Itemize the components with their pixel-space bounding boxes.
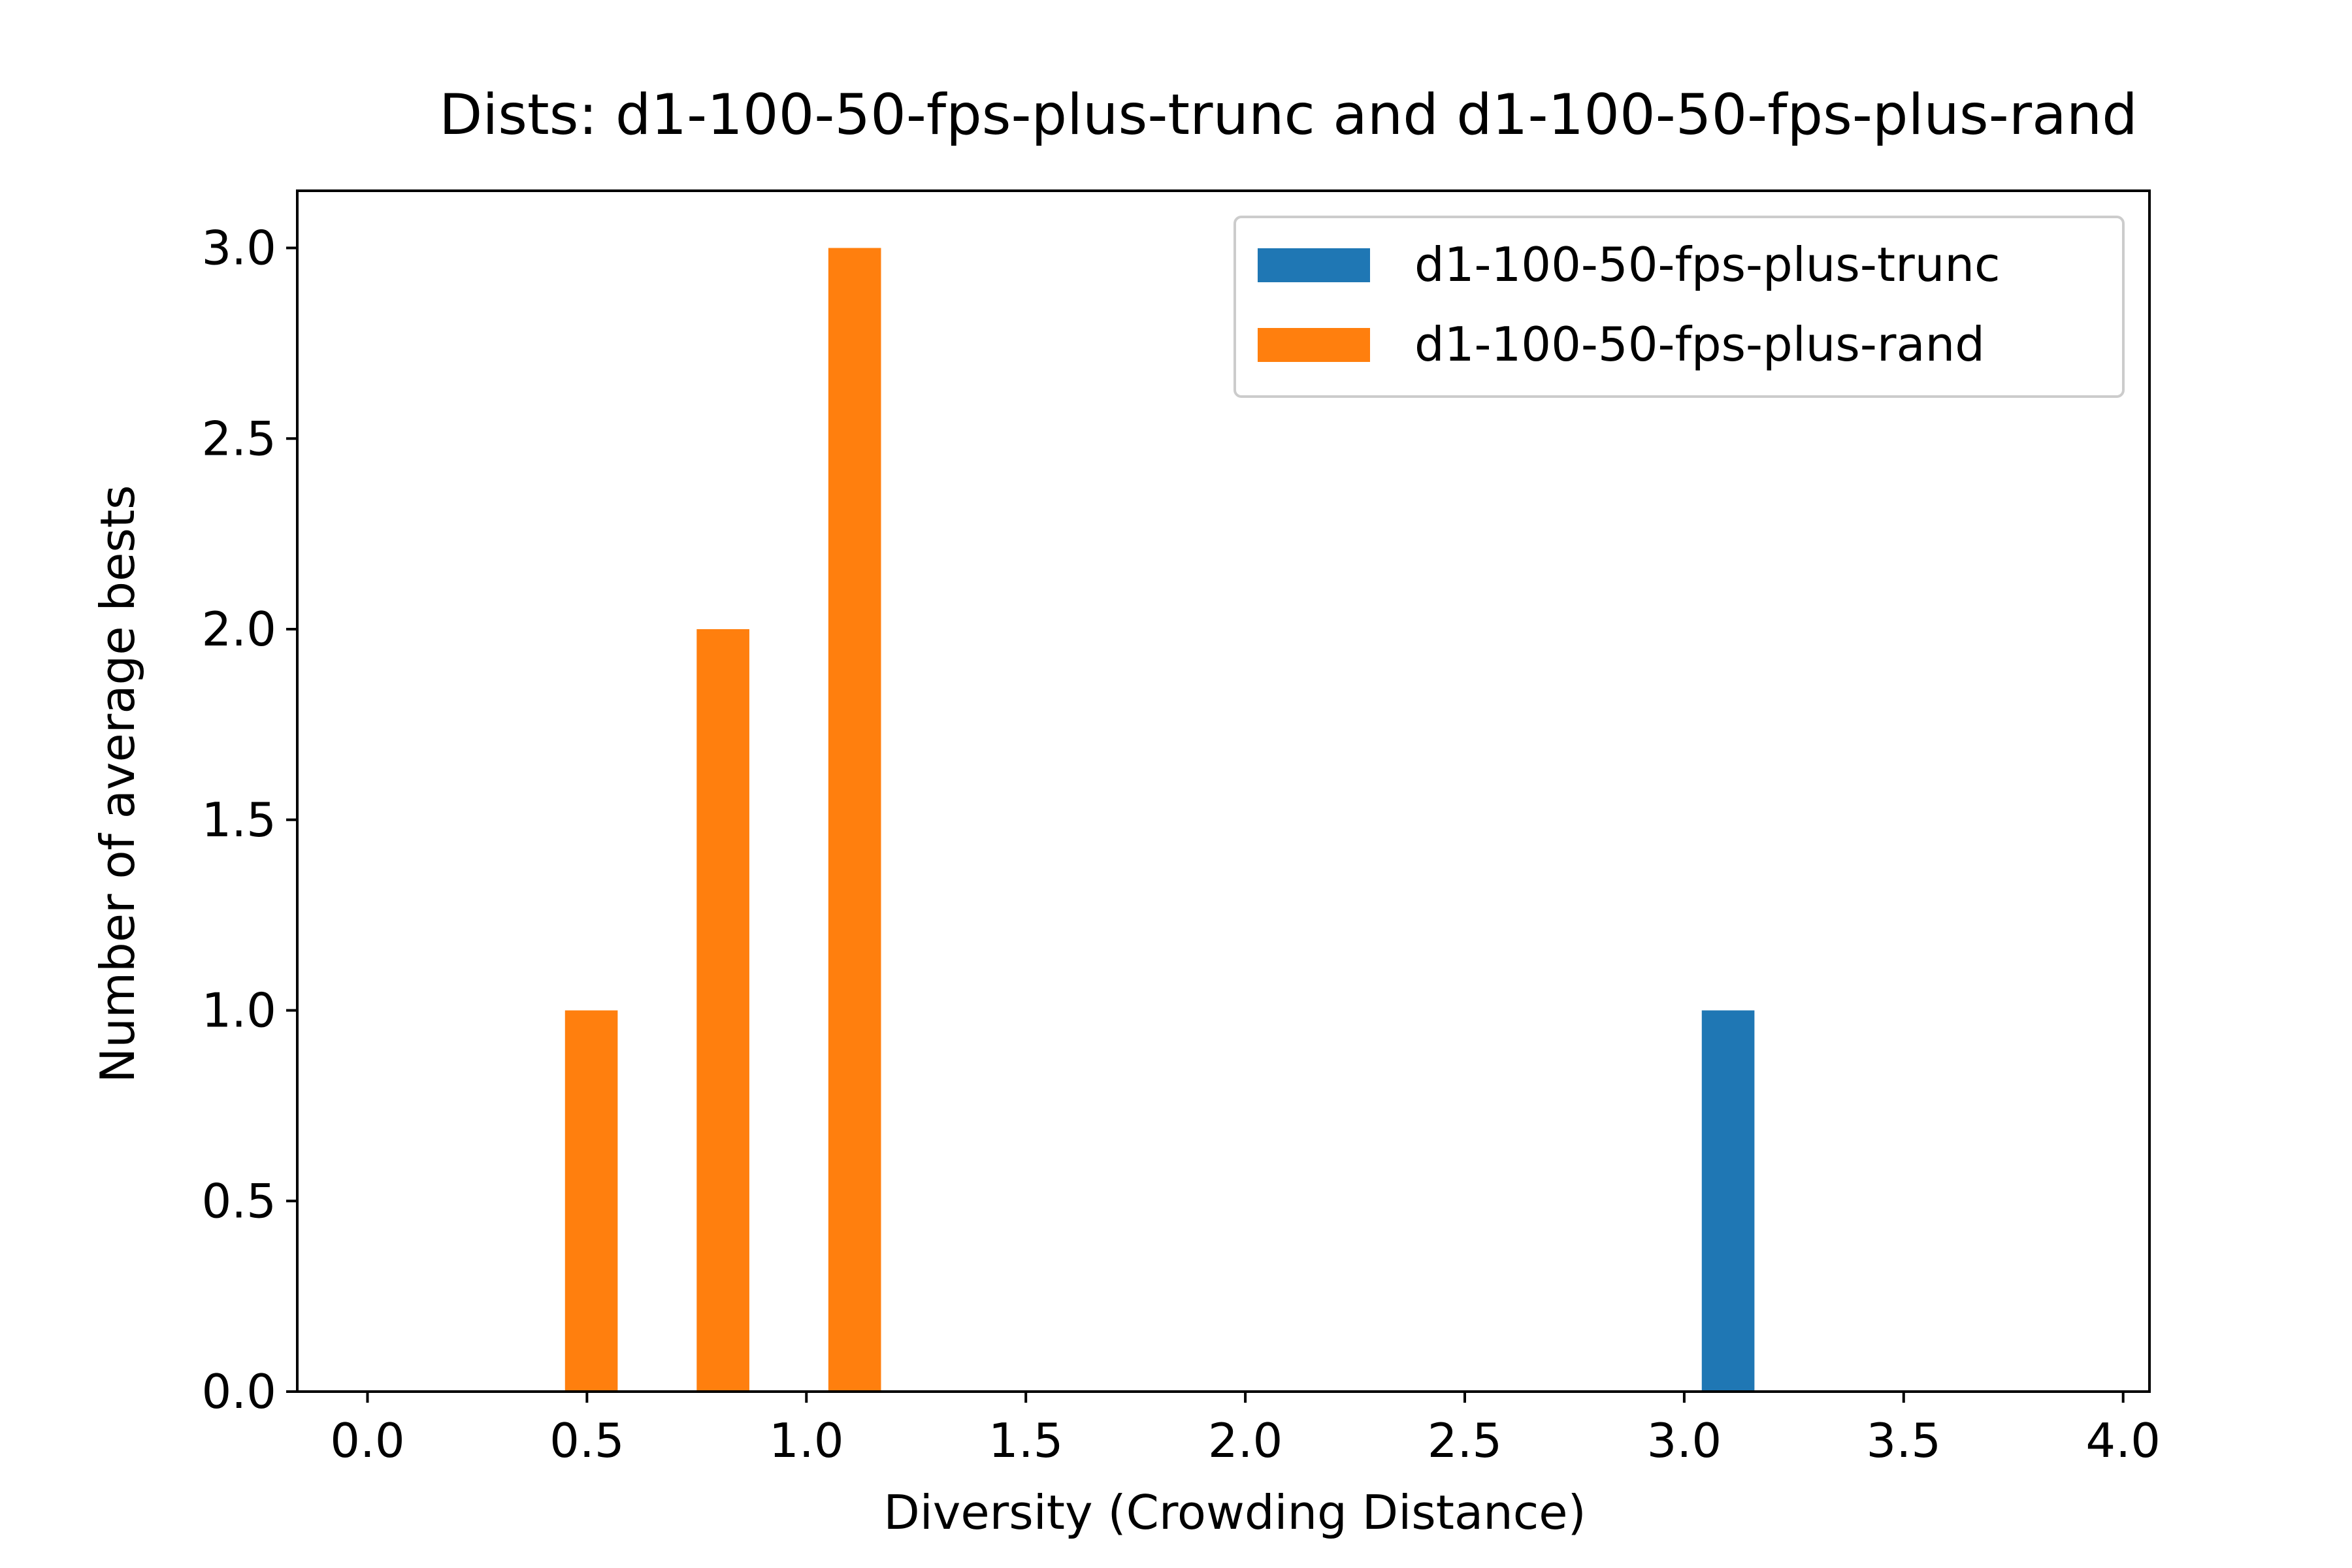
- plot-frame: [296, 189, 2151, 1393]
- y-tick-label: 1.0: [201, 983, 276, 1038]
- legend-label-0: d1-100-50-fps-plus-trunc: [1414, 237, 2001, 292]
- bar-1-1: [696, 629, 749, 1392]
- bars: [564, 248, 1755, 1392]
- y-tick-label: 1.5: [201, 792, 276, 847]
- x-tick-label: 3.0: [1647, 1413, 1722, 1468]
- x-tick-label: 3.5: [1867, 1413, 1942, 1468]
- x-tick-label: 0.5: [549, 1413, 625, 1468]
- y-tick-label: 0.0: [201, 1364, 276, 1419]
- x-tick-label: 1.5: [988, 1413, 1064, 1468]
- bar-0-0: [1701, 1010, 1755, 1392]
- bar-1-2: [828, 248, 881, 1392]
- x-tick-label: 0.0: [330, 1413, 405, 1468]
- y-axis-label: Number of average bests: [90, 485, 145, 1083]
- x-tick-label: 4.0: [2085, 1413, 2161, 1468]
- x-axis-ticks: 0.0 0.5 1.0 1.5 2.0 2.5 3.0 3.5 4.0: [330, 1392, 2161, 1468]
- x-tick-label: 2.0: [1208, 1413, 1283, 1468]
- x-tick-label: 1.0: [769, 1413, 844, 1468]
- x-tick-label: 2.5: [1428, 1413, 1503, 1468]
- legend-label-1: d1-100-50-fps-plus-rand: [1414, 317, 1985, 372]
- y-tick-label: 3.0: [201, 221, 276, 276]
- y-axis-ticks: 0.0 0.5 1.0 1.5 2.0 2.5 3.0: [201, 221, 297, 1419]
- x-axis-label: Diversity (Crowding Distance): [883, 1485, 1586, 1540]
- legend-swatch-0: [1258, 248, 1370, 282]
- y-tick-label: 0.5: [201, 1173, 276, 1228]
- y-tick-label: 2.0: [201, 602, 276, 657]
- legend-frame: [1233, 216, 2125, 398]
- y-tick-label: 2.5: [201, 411, 276, 466]
- chart-title: Dists: d1-100-50-fps-plus-trunc and d1-1…: [439, 82, 2138, 148]
- legend-swatch-1: [1258, 328, 1370, 362]
- legend: d1-100-50-fps-plus-trunc d1-100-50-fps-pl…: [1233, 216, 2125, 398]
- bar-1-0: [564, 1010, 618, 1392]
